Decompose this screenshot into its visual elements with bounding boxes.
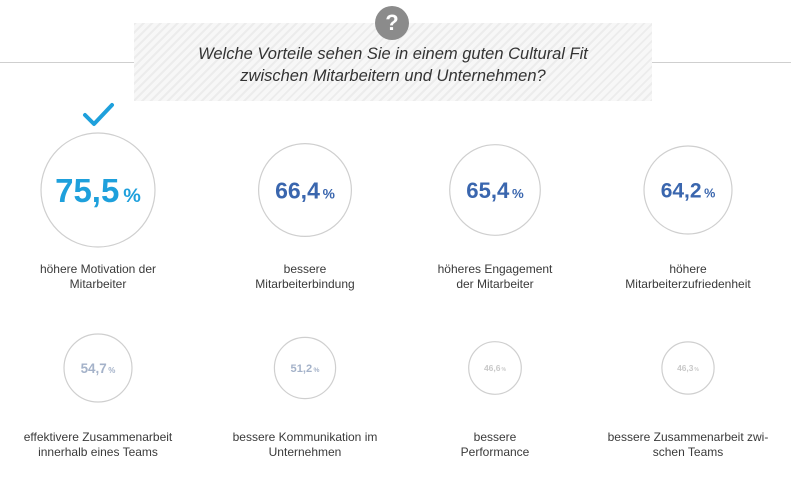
value-label-7: 46,6 %	[484, 363, 507, 373]
value-circle-3	[449, 144, 541, 236]
checkmark-icon	[83, 103, 114, 126]
category-label-1: höhere Motivation der Mitarbeiter	[3, 262, 193, 292]
value-percent-sign: %	[693, 367, 699, 373]
category-label-line: höhere Motivation der	[39, 262, 157, 276]
value-percent-sign: %	[509, 186, 524, 201]
category-label-line: höheres Engagement	[437, 262, 553, 276]
value-label-3: 65,4 %	[466, 178, 524, 203]
category-label-line: innerhalb eines Teams	[38, 445, 158, 459]
value-label-5: 54,7 %	[81, 361, 116, 376]
value-label-6: 51,2 %	[291, 363, 320, 375]
value-label-8: 46,3 %	[677, 363, 699, 373]
question-icon: ?	[375, 6, 409, 40]
category-label-line: bessere Zusammenarbeit zwi-	[607, 430, 769, 444]
value-label-2: 66,4 %	[275, 177, 335, 203]
question-line-1: Welche Vorteile sehen Sie in einem guten…	[198, 45, 588, 63]
value-number: 64,2	[661, 180, 702, 203]
value-number: 54,7	[81, 361, 107, 376]
category-label-line: effektivere Zusammenarbeit	[23, 430, 173, 444]
value-number: 51,2	[291, 363, 313, 375]
value-circle-1	[40, 132, 156, 248]
category-label-line: Mitarbeiterbindung	[255, 277, 355, 291]
category-label-7: bessere Performance	[400, 430, 590, 460]
category-label-3: höheres Engagement der Mitarbeiter	[400, 262, 590, 292]
category-label-line: bessere Kommunikation im	[232, 430, 378, 444]
category-label-line: Performance	[460, 445, 530, 459]
value-circle-5	[63, 333, 133, 403]
category-label-line: schen Teams	[652, 445, 724, 459]
category-label-line: Mitarbeiter	[69, 277, 127, 291]
category-label-line: bessere	[473, 430, 517, 444]
category-label-line: Unternehmen	[268, 445, 342, 459]
category-label-8: bessere Zusammenarbeit zwi-schen Teams	[593, 430, 783, 460]
value-circle-6	[273, 336, 337, 400]
value-circle-7	[468, 341, 522, 395]
category-label-4: höhere Mitarbeiterzufriedenheit	[593, 262, 783, 292]
value-number: 46,3	[677, 363, 694, 373]
value-number: 75,5	[55, 172, 119, 209]
question-line-2: zwischen Mitarbeitern und Unternehmen?	[240, 67, 546, 85]
value-percent-sign: %	[312, 367, 319, 374]
category-label-line: höhere	[669, 262, 707, 276]
value-percent-sign: %	[119, 185, 141, 207]
category-label-line: Mitarbeiterzufriedenheit	[625, 277, 751, 291]
value-label-4: 64,2 %	[661, 180, 716, 203]
divider-line-right	[652, 62, 791, 63]
value-number: 66,4	[275, 177, 320, 203]
question-text: Welche Vorteile sehen Sie in einem guten…	[134, 43, 652, 87]
value-circle-4	[643, 145, 733, 235]
value-number: 46,6	[484, 363, 501, 373]
value-circle-2	[258, 143, 353, 238]
divider-line-left	[0, 62, 134, 63]
value-percent-sign: %	[107, 366, 116, 375]
category-label-line: bessere	[283, 262, 327, 276]
value-percent-sign: %	[702, 187, 716, 201]
category-label-5: effektivere Zusammenarbeit innerhalb eine…	[3, 430, 193, 460]
category-label-line: der Mitarbeiter	[456, 277, 534, 291]
value-percent-sign: %	[320, 186, 335, 201]
value-label-1: 75,5 %	[55, 172, 141, 209]
category-label-6: bessere Kommunikation im Unternehmen	[210, 430, 400, 460]
category-label-2: bessere Mitarbeiterbindung	[210, 262, 400, 292]
value-number: 65,4	[466, 178, 510, 203]
value-percent-sign: %	[500, 367, 506, 373]
value-circle-8	[661, 341, 715, 395]
